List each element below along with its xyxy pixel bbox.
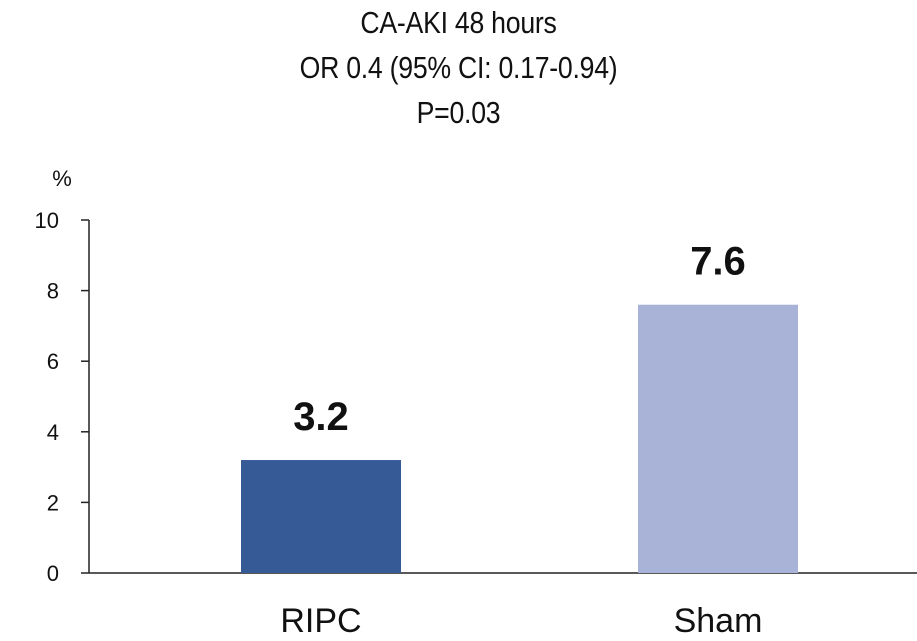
category-label-ripc: RIPC (280, 602, 361, 640)
chart-title-line-3: P=0.03 (416, 95, 501, 130)
y-tick-label: 2 (47, 490, 59, 515)
chart-title-line-2: OR 0.4 (95% CI: 0.17-0.94) (299, 50, 618, 85)
y-tick-label: 0 (47, 561, 59, 586)
data-label-sham: 7.6 (690, 240, 746, 284)
chart-axes: 0 2 4 6 8 10% (35, 166, 917, 586)
chart-title: CA-AKI 48 hours OR 0.4 (95% CI: 0.17-0.9… (0, 0, 917, 135)
category-label-sham: Sham (674, 602, 763, 640)
y-tick-label: 6 (47, 349, 59, 374)
chart-title-line-1: CA-AKI 48 hours (360, 5, 557, 40)
y-axis-unit-label: % (52, 166, 72, 191)
chart-bars (241, 304, 798, 573)
y-tick-label: 8 (47, 279, 59, 304)
data-label-ripc: 3.2 (293, 395, 349, 439)
y-tick-label: 10 (35, 208, 59, 233)
bar-sham (638, 304, 798, 573)
chart-labels: 3.2 RIPC 7.6 Sham (280, 240, 762, 640)
bar-ripc (241, 460, 401, 573)
y-tick-label: 4 (47, 420, 59, 445)
